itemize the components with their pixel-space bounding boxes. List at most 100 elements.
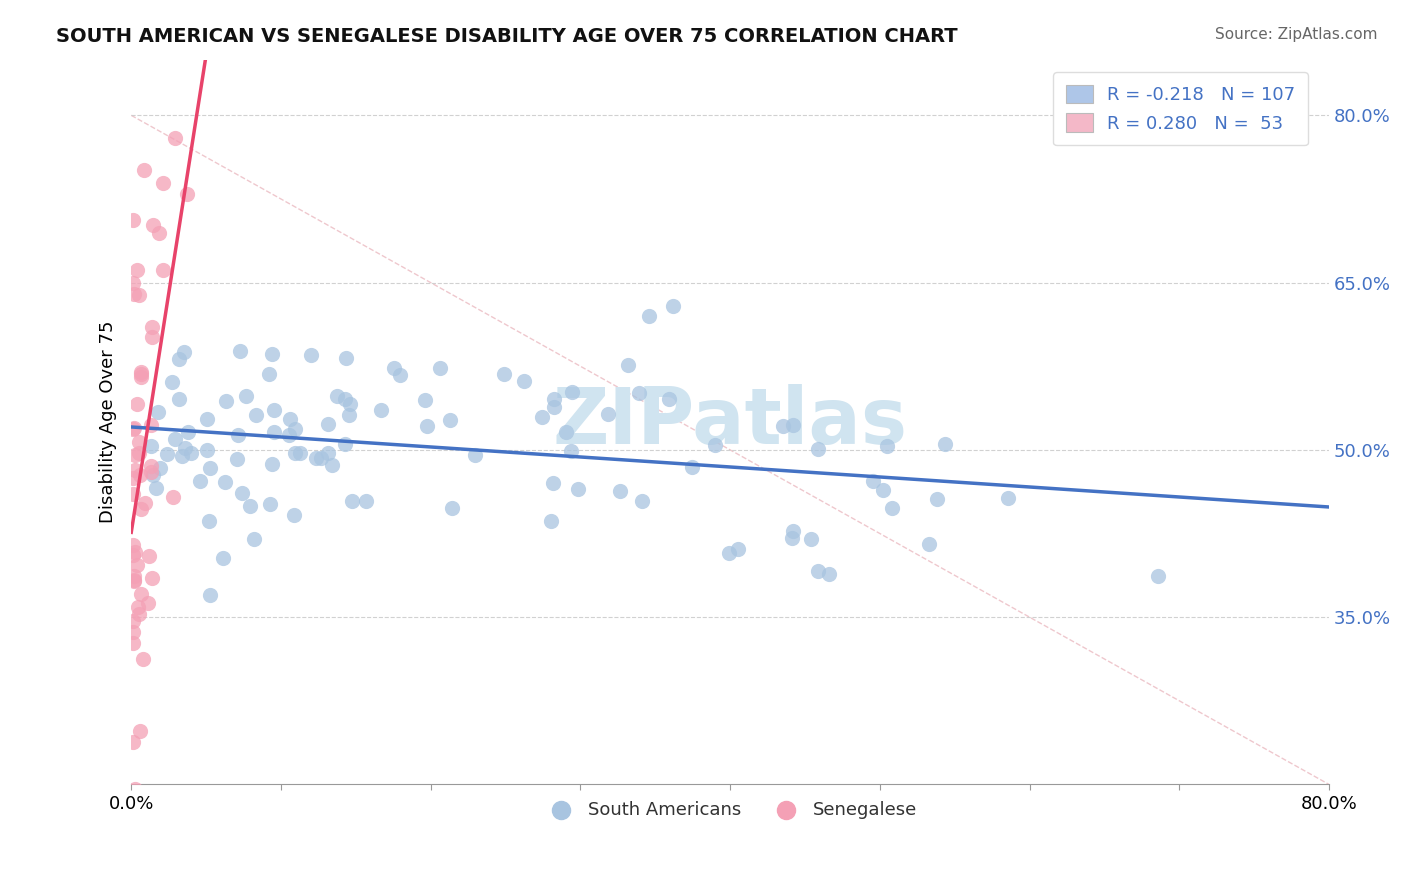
Point <box>627 385 650 400</box>
Point <box>382 360 405 375</box>
Point <box>149 461 172 475</box>
Point <box>145 482 167 496</box>
Point <box>342 494 364 508</box>
Point <box>609 484 631 499</box>
Point <box>658 392 681 407</box>
Point <box>141 330 163 344</box>
Point <box>197 514 219 528</box>
Point <box>416 418 439 433</box>
Point <box>167 392 190 406</box>
Point <box>122 573 145 587</box>
Point <box>141 571 163 585</box>
Point <box>129 370 152 384</box>
Point <box>228 344 250 359</box>
Point <box>543 400 565 414</box>
Point <box>162 491 184 505</box>
Point <box>335 392 357 406</box>
Point <box>121 422 143 436</box>
Point <box>141 319 163 334</box>
Point <box>882 501 904 516</box>
Point <box>772 418 794 433</box>
Point <box>389 368 412 382</box>
Y-axis label: Disability Age Over 75: Disability Age Over 75 <box>100 321 117 524</box>
Point <box>727 541 749 556</box>
Point <box>540 515 562 529</box>
Point <box>121 548 143 562</box>
Point <box>142 218 165 232</box>
Point <box>283 508 305 522</box>
Point <box>316 417 339 431</box>
Point <box>872 483 894 497</box>
Point <box>163 130 186 145</box>
Point <box>560 443 582 458</box>
Point <box>543 392 565 406</box>
Point <box>142 467 165 482</box>
Point <box>128 287 150 301</box>
Point <box>198 460 221 475</box>
Point <box>305 450 328 465</box>
Point <box>125 263 148 277</box>
Point <box>160 375 183 389</box>
Point <box>121 735 143 749</box>
Text: SOUTH AMERICAN VS SENEGALESE DISABILITY AGE OVER 75 CORRELATION CHART: SOUTH AMERICAN VS SENEGALESE DISABILITY … <box>56 27 957 45</box>
Point <box>124 545 146 559</box>
Point <box>278 411 301 425</box>
Point <box>630 494 652 508</box>
Point <box>807 442 830 456</box>
Point <box>806 564 828 578</box>
Point <box>531 410 554 425</box>
Point <box>925 492 948 507</box>
Point <box>876 439 898 453</box>
Point <box>129 468 152 483</box>
Point <box>122 574 145 589</box>
Point <box>561 384 583 399</box>
Point <box>617 358 640 372</box>
Point <box>124 463 146 477</box>
Point <box>121 212 143 227</box>
Point <box>299 348 322 362</box>
Point <box>555 425 578 439</box>
Text: Source: ZipAtlas.com: Source: ZipAtlas.com <box>1215 27 1378 42</box>
Point <box>235 389 257 403</box>
Point <box>704 437 727 451</box>
Point <box>918 537 941 551</box>
Point <box>212 550 235 565</box>
Point <box>263 403 285 417</box>
Point <box>284 445 307 459</box>
Point <box>782 524 804 538</box>
Point <box>122 569 145 583</box>
Point <box>215 394 238 409</box>
Point <box>259 497 281 511</box>
Point <box>180 446 202 460</box>
Point <box>124 781 146 796</box>
Point <box>128 446 150 460</box>
Point <box>439 413 461 427</box>
Point <box>132 162 155 177</box>
Point <box>567 482 589 496</box>
Point <box>661 299 683 313</box>
Point <box>214 475 236 489</box>
Point <box>278 427 301 442</box>
Point <box>316 446 339 460</box>
Point <box>356 493 378 508</box>
Point <box>862 474 884 488</box>
Point <box>284 422 307 436</box>
Point <box>129 501 152 516</box>
Point <box>339 396 361 410</box>
Point <box>122 625 145 640</box>
Point <box>134 496 156 510</box>
Point <box>122 421 145 435</box>
Point <box>818 567 841 582</box>
Point <box>176 186 198 201</box>
Point <box>128 607 150 622</box>
Point <box>263 425 285 439</box>
Point <box>335 351 357 366</box>
Point <box>197 412 219 426</box>
Point <box>156 447 179 461</box>
Point <box>128 435 150 450</box>
Point <box>124 287 146 301</box>
Point <box>262 347 284 361</box>
Legend: South Americans, Senegalese: South Americans, Senegalese <box>536 794 925 826</box>
Point <box>198 588 221 602</box>
Point <box>121 487 143 501</box>
